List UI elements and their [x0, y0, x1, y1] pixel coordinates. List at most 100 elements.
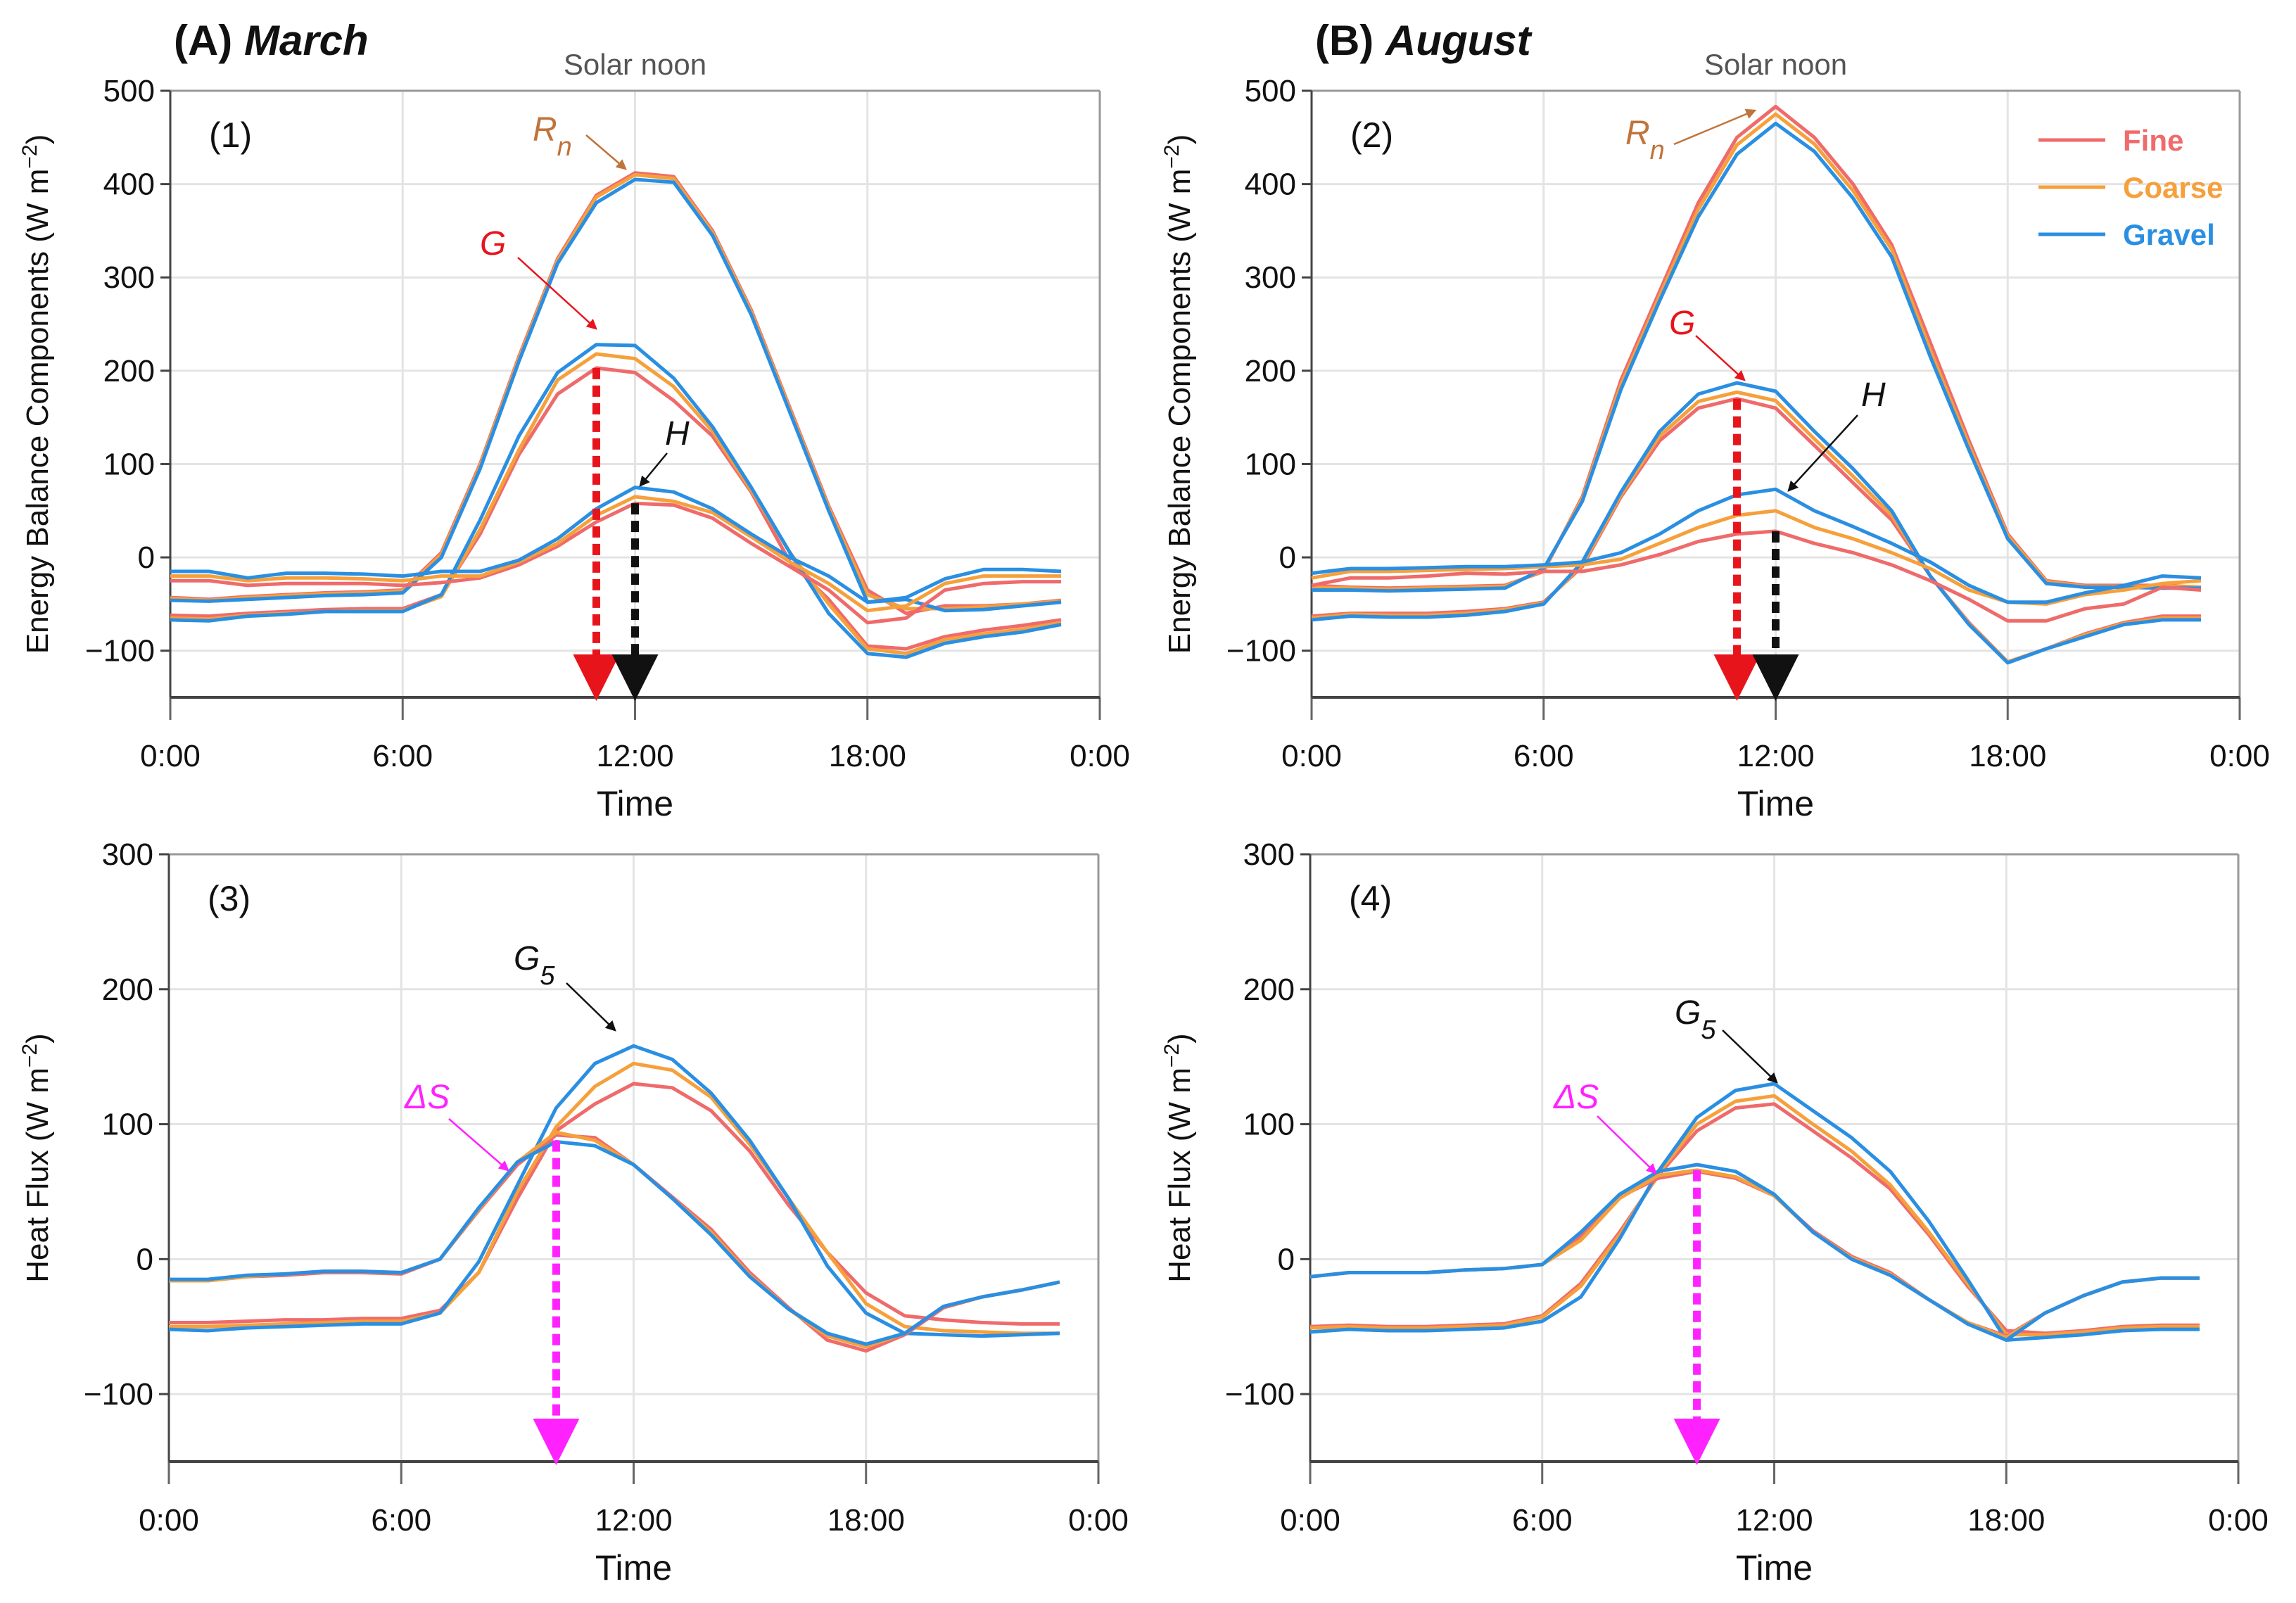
annotation-main: ΔS	[404, 1079, 450, 1116]
y-axis-title-text: Heat Flux (W m	[1162, 1067, 1197, 1283]
ytick-label: 300	[102, 837, 153, 872]
y-axis-title-close: )	[20, 134, 55, 145]
annotation-arrow-h	[1787, 414, 1858, 492]
annotation-arrow-ds	[1597, 1115, 1657, 1174]
annotation-g5: G5	[1675, 994, 1716, 1045]
series-h-coarse	[170, 495, 1061, 613]
ytick-label: 300	[1245, 260, 1296, 295]
ytick-label: 0	[1278, 1242, 1295, 1276]
xtick-label: 0:00	[2208, 1503, 2269, 1538]
panel-label: (1)	[209, 115, 252, 155]
ytick-label: 100	[102, 1108, 153, 1142]
series-rn-fine	[1311, 105, 2202, 590]
panel-label: (2)	[1350, 115, 1393, 155]
annotation-rn: Rn	[533, 111, 572, 162]
annotation-arrow-g5	[1722, 1029, 1778, 1084]
ytick-label: 0	[138, 540, 155, 575]
annotation-main: ΔS	[1553, 1079, 1599, 1116]
xtick-label: 0:00	[1281, 739, 1342, 773]
y-axis-title: Energy Balance Components (W m−2)	[1160, 134, 1198, 654]
series-ds-coarse	[169, 1130, 1060, 1349]
x-axis-title: Time	[597, 784, 673, 823]
annotation-ds: ΔS	[1553, 1079, 1599, 1116]
series-rn-gravel	[170, 177, 1062, 613]
xtick-label: 12:00	[1735, 1503, 1813, 1538]
annotation-arrow-g	[1695, 335, 1746, 381]
xtick-label: 0:00	[1070, 739, 1130, 773]
y-axis-title-exponent: −2	[1160, 144, 1184, 168]
series-ds-gravel	[169, 1140, 1060, 1346]
series-h-gravel	[1311, 487, 2202, 604]
xtick-label: 18:00	[827, 1503, 905, 1538]
annotation-h: H	[665, 415, 690, 452]
xtick-label: 6:00	[372, 739, 433, 773]
series-h-coarse	[1311, 509, 2202, 606]
series-rn-coarse	[170, 172, 1062, 611]
series-h-gravel	[170, 486, 1062, 604]
series-g-coarse	[1311, 390, 2201, 664]
x-axis-title: Time	[1736, 1548, 1813, 1588]
xtick-label: 12:00	[596, 739, 673, 773]
annotation-main: R	[1625, 115, 1650, 152]
series-ds-gravel	[1309, 1162, 2200, 1342]
annotation-main: R	[533, 111, 557, 148]
ytick-label: −100	[84, 1377, 153, 1412]
panel-title-month: August	[1384, 17, 1533, 64]
xtick-label: 0:00	[2209, 739, 2270, 773]
x-axis-title: Time	[595, 1548, 672, 1588]
xtick-label: 18:00	[829, 739, 906, 773]
ytick-label: −100	[1226, 634, 1296, 669]
series-h-fine	[1311, 529, 2202, 623]
y-axis-title-close: )	[1162, 1033, 1197, 1044]
annotation-arrow-g5	[566, 982, 616, 1032]
annotation-g5: G5	[514, 940, 555, 991]
ytick-label: 0	[137, 1242, 153, 1276]
annotation-main: G	[514, 940, 540, 977]
y-axis-title-exponent: −2	[18, 1044, 42, 1067]
ytick-label: 200	[103, 354, 155, 388]
series-g5-gravel	[168, 1044, 1060, 1338]
series-ds-coarse	[1309, 1168, 2200, 1340]
annotation-arrow-g	[517, 257, 597, 330]
ytick-label: 200	[102, 972, 153, 1007]
ytick-label: 0	[1279, 540, 1296, 575]
ytick-label: −100	[1225, 1377, 1295, 1412]
annotation-arrow-h	[639, 452, 668, 487]
series-g5-coarse	[169, 1061, 1060, 1336]
series-rn-gravel	[1312, 121, 2201, 593]
y-axis-title-close: )	[1162, 134, 1197, 145]
series-rn-coarse	[1311, 112, 2202, 591]
xtick-label: 18:00	[1967, 1503, 2045, 1538]
panel-title: (B) August	[1315, 17, 1533, 64]
panel-3: −100 0 100 200 300 0:00 6:00 12:00 18:00 0:00 Time…	[18, 837, 1129, 1588]
annotation-arrow-ds	[448, 1118, 509, 1172]
y-axis-title-exponent: −2	[18, 144, 42, 168]
ytick-label: 100	[1243, 1108, 1295, 1142]
xtick-label: 6:00	[1512, 1503, 1573, 1538]
panel-label: (3)	[208, 879, 250, 918]
xtick-label: 6:00	[1514, 739, 1574, 773]
annotation-main: H	[1861, 376, 1886, 414]
y-axis-title-text: Heat Flux (W m	[20, 1067, 55, 1283]
panel-2: −100 0 100 200 300 400 500 0:00 6:00 12:00 18:00 0:…	[1160, 17, 2270, 823]
solar-noon-label: Solar noon	[1704, 48, 1847, 81]
annotation-rn: Rn	[1625, 115, 1665, 165]
ytick-label: 300	[103, 260, 155, 295]
legend-label-gravel: Gravel	[2123, 218, 2215, 251]
legend-label-coarse: Coarse	[2123, 171, 2223, 204]
annotation-arrow-rn	[585, 134, 627, 170]
xtick-label: 0:00	[1068, 1503, 1129, 1538]
ytick-label: 100	[1245, 447, 1296, 481]
annotation-main: G	[480, 225, 506, 262]
y-axis-title-text: Energy Balance Components (W m	[20, 169, 55, 654]
series-g5-gravel	[1309, 1082, 2200, 1342]
solar-noon-label: Solar noon	[564, 48, 706, 81]
series-g5-fine	[169, 1082, 1060, 1326]
panel-4: −100 0 100 200 300 0:00 6:00 12:00 18:00 0:00 Time…	[1160, 837, 2269, 1588]
series-g5-coarse	[1309, 1094, 2200, 1337]
xtick-label: 0:00	[1280, 1503, 1340, 1538]
annotation-h: H	[1861, 376, 1886, 414]
series-g-fine	[170, 366, 1062, 651]
xtick-label: 0:00	[139, 1503, 199, 1538]
